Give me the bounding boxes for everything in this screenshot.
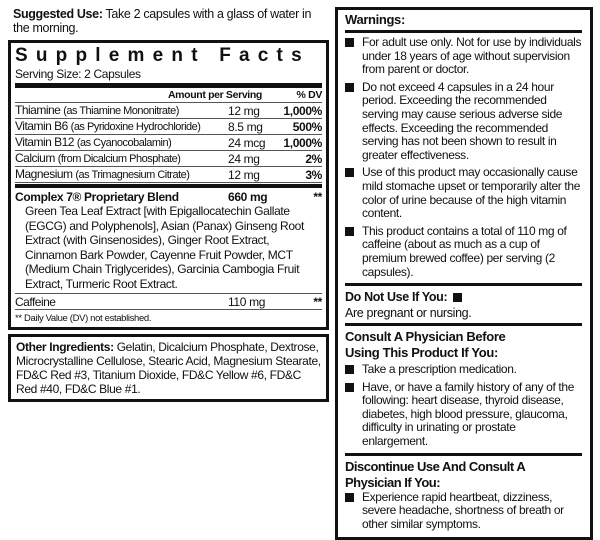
left-column: Suggested Use: Take 2 capsules with a gl… bbox=[8, 7, 329, 402]
caffeine-row: Caffeine 110 mg ** bbox=[15, 294, 322, 310]
bullet-square-icon bbox=[345, 82, 354, 92]
nutrient-row: Vitamin B12 (as Cyanocobalamin) 24 mcg 1,0… bbox=[15, 135, 322, 151]
warning-item: Take a prescription medication. bbox=[345, 362, 582, 377]
warnings-panel: Warnings: For adult use only. Not for us… bbox=[335, 7, 593, 540]
suggested-use: Suggested Use: Take 2 capsules with a gl… bbox=[13, 7, 312, 35]
bullet-square-icon bbox=[453, 292, 463, 302]
serving-size: Serving Size: 2 Capsules bbox=[15, 67, 141, 81]
discontinue-title: Discontinue Use And Consult A Physician … bbox=[345, 458, 525, 490]
bullet-square-icon bbox=[345, 38, 354, 47]
warning-item: This product contains a total of 110 mg … bbox=[345, 224, 582, 279]
do-not-use: Do Not Use If You: Are pregnant or nursin… bbox=[345, 290, 472, 321]
warning-item: Experience rapid heartbeat, dizziness, s… bbox=[345, 490, 582, 532]
nutrient-row: Vitamin B6 (as Pyridoxine Hydrochloride)… bbox=[15, 119, 322, 135]
bullet-square-icon bbox=[345, 382, 354, 392]
bullet-square-icon bbox=[345, 365, 354, 375]
bullet-square-icon bbox=[345, 492, 354, 502]
blend-ingredients: Green Tea Leaf Extract [with Epigallocat… bbox=[15, 204, 322, 294]
consult-title: Consult A Physician Before Using This Pr… bbox=[345, 329, 506, 361]
panel-title: Supplement Facts bbox=[15, 46, 310, 66]
other-ingredients: Other Ingredients: Gelatin, Dicalcium Ph… bbox=[8, 334, 329, 402]
warning-item: Do not exceed 4 capsules in a 24 hour pe… bbox=[345, 80, 582, 163]
nutrient-row: Magnesium (as Trimagnesium Citrate) 12 mg… bbox=[15, 167, 322, 183]
warning-item: Use of this product may occasionally cau… bbox=[345, 165, 582, 220]
blend-row: Complex 7® Proprietary Blend 660 mg ** bbox=[15, 190, 322, 204]
bullet-square-icon bbox=[345, 168, 354, 178]
warnings-title: Warnings: bbox=[345, 12, 405, 27]
supplement-facts-panel: Supplement Facts Serving Size: 2 Capsule… bbox=[8, 40, 329, 330]
nutrient-row: Thiamine (as Thiamine Mononitrate) 12 mg 1… bbox=[15, 103, 322, 119]
warning-item: Have, or have a family history of any of… bbox=[345, 380, 582, 449]
footnote: ** Daily Value (DV) not established. bbox=[15, 313, 152, 324]
bullet-square-icon bbox=[345, 226, 354, 236]
table-header: Amount per Serving% DV bbox=[15, 88, 322, 103]
nutrient-row: Calcium (from Dicalcium Phosphate) 24 mg 2… bbox=[15, 151, 322, 167]
warning-item: For adult use only. Not for use by indiv… bbox=[345, 35, 582, 77]
